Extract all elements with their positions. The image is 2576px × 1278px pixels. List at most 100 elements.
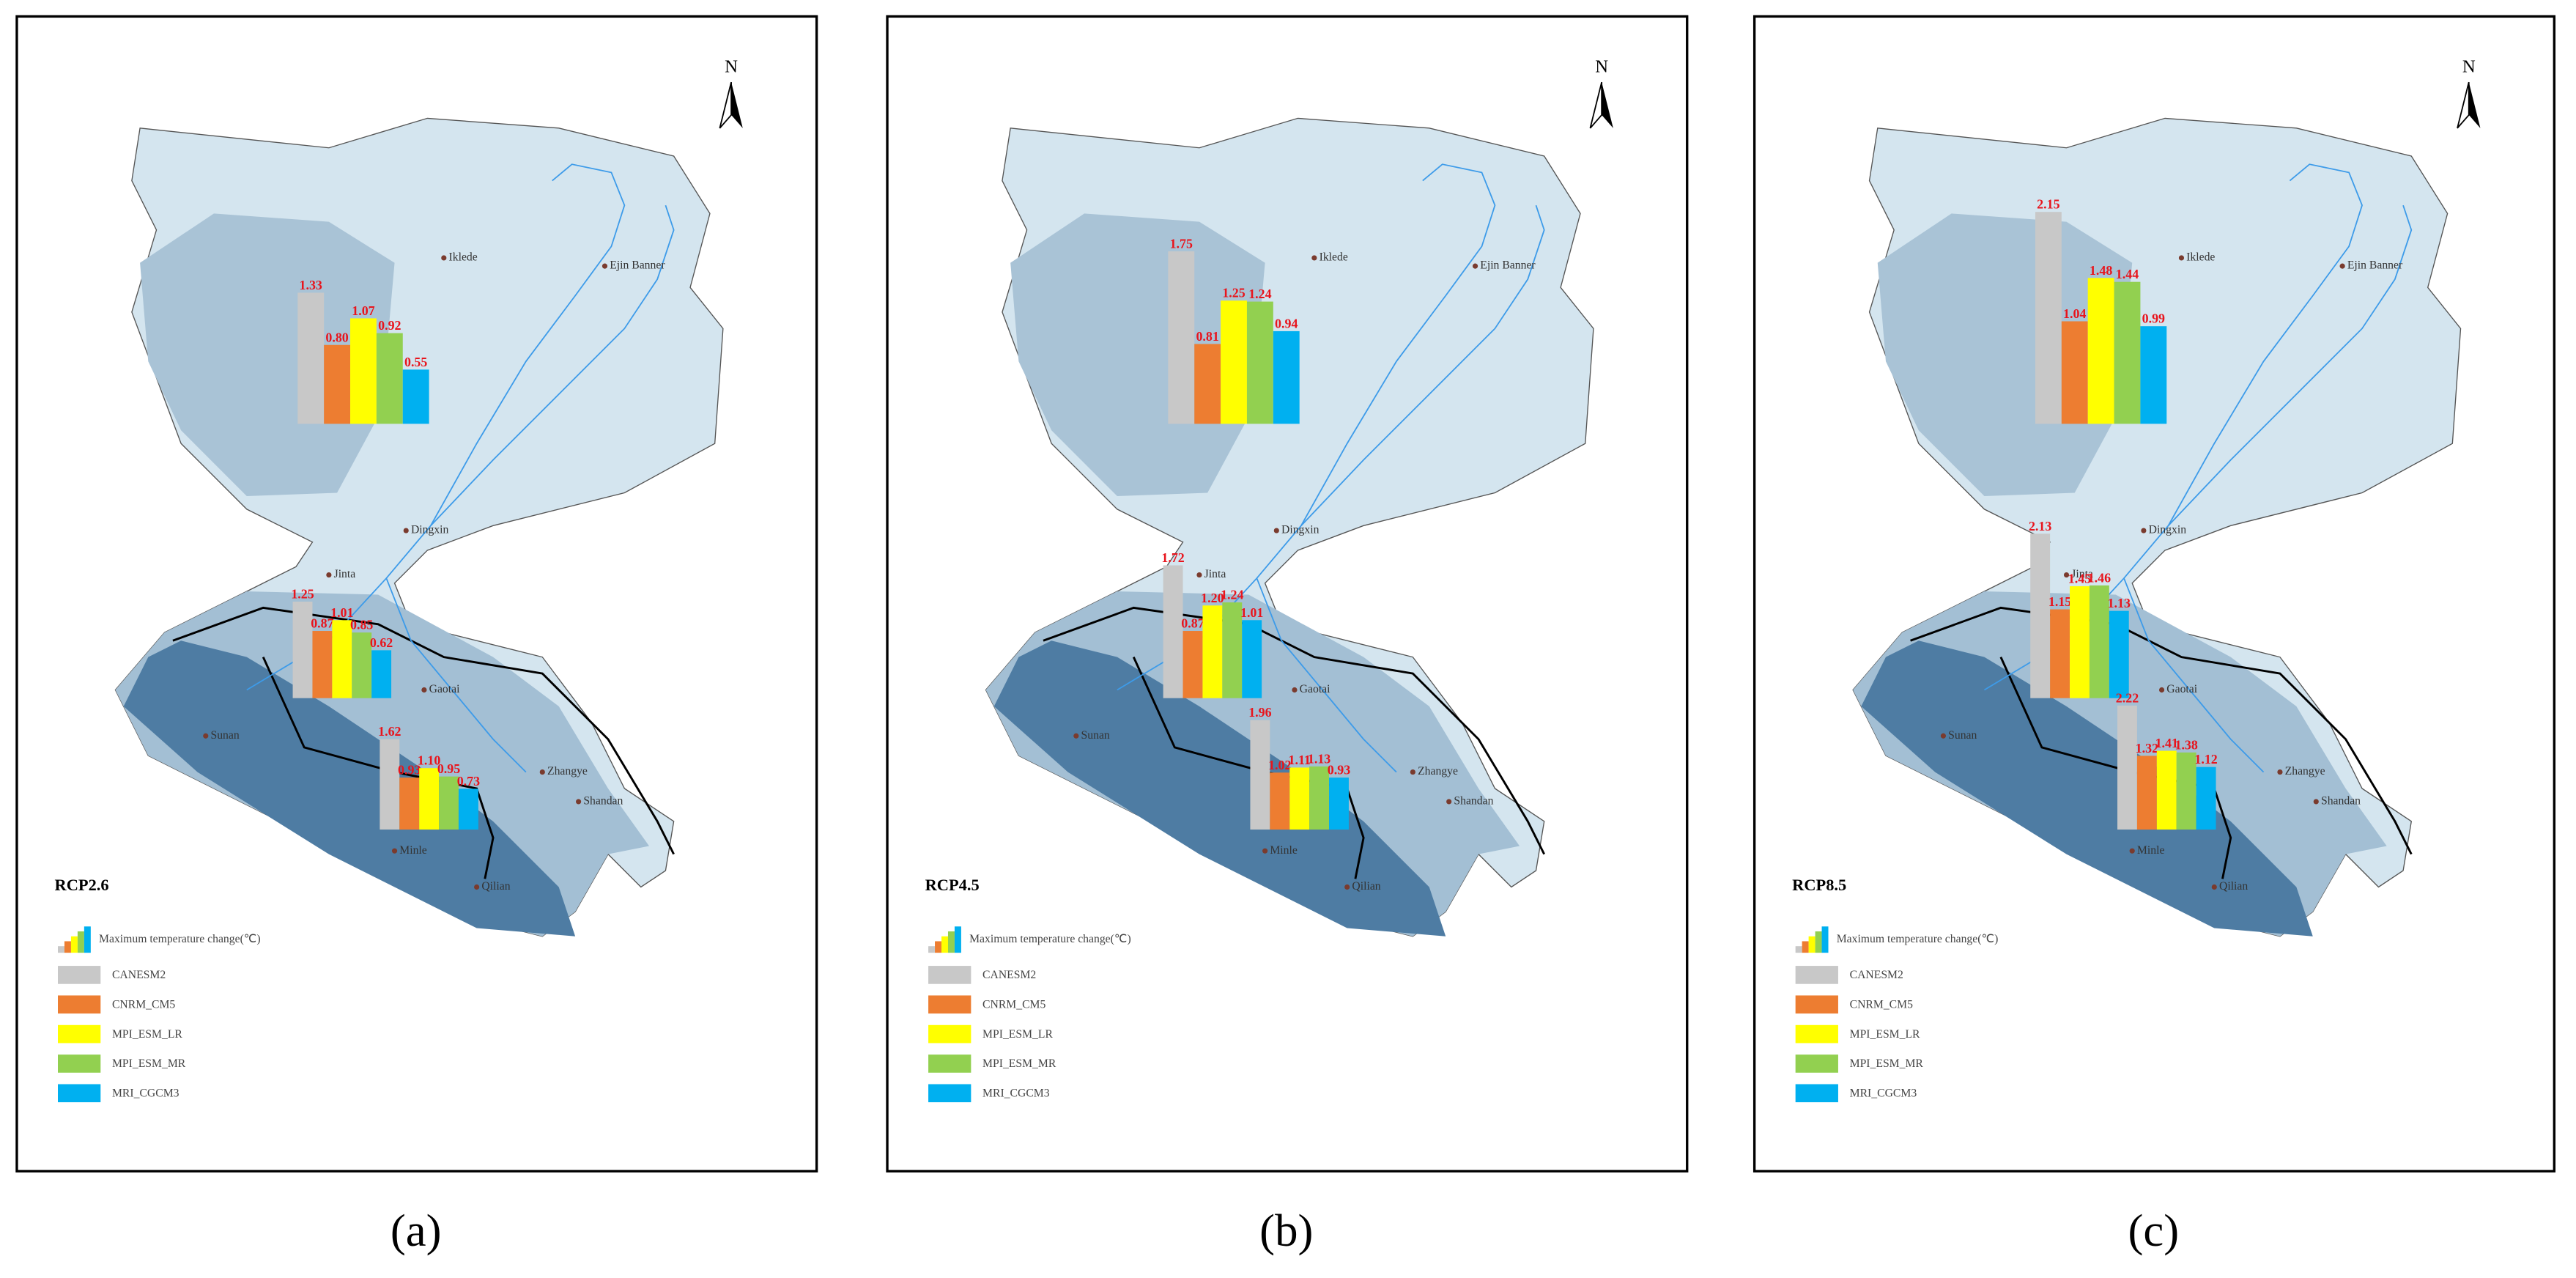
legend-swatch — [928, 1084, 971, 1103]
town-dot — [2158, 687, 2165, 693]
town-dot — [1940, 733, 1947, 739]
town-label: Qilian — [2219, 880, 2248, 893]
mountains — [1861, 640, 2313, 937]
value-label: 2.13 — [2029, 519, 2051, 533]
legend-icon-bar — [928, 946, 936, 953]
value-label: 1.13 — [2108, 596, 2131, 610]
panel-label: (b) — [1259, 1205, 1313, 1256]
value-label: 0.87 — [311, 616, 333, 631]
bar — [376, 333, 403, 424]
bar — [1289, 767, 1310, 830]
bar — [350, 318, 377, 424]
legend-label: CNRM_CM5 — [982, 998, 1045, 1011]
town-dot — [2277, 769, 2283, 775]
value-label: 1.62 — [378, 724, 401, 739]
legend-icon-bar — [947, 931, 955, 953]
legend-swatch — [1795, 966, 1838, 984]
legend-icon-bar — [935, 941, 942, 953]
town-label: Iklede — [449, 251, 478, 264]
desert — [1877, 213, 2133, 496]
town-dot — [2129, 848, 2135, 854]
town-label: Shandan — [1454, 795, 1493, 808]
bar — [1168, 251, 1195, 424]
value-label: 0.93 — [1328, 763, 1350, 777]
river — [1256, 577, 1397, 773]
bar — [2087, 278, 2114, 424]
bar — [399, 777, 420, 830]
town-label: Iklede — [2186, 251, 2215, 264]
value-label: 1.32 — [2136, 741, 2158, 756]
town-label: Jinta — [334, 568, 356, 580]
bar — [332, 620, 352, 698]
town-label: Sunan — [1948, 729, 1977, 742]
bar — [1309, 766, 1330, 830]
bar — [1163, 565, 1183, 698]
desert — [1010, 213, 1265, 496]
bar — [2030, 533, 2051, 698]
town-dot — [1472, 263, 1478, 269]
legend-icon-bar — [1821, 926, 1829, 953]
river — [430, 204, 675, 526]
legend-icon-bar — [58, 946, 64, 953]
town-label: Shandan — [583, 795, 623, 808]
value-label: 1.96 — [1248, 705, 1271, 720]
mountains — [123, 640, 576, 937]
value-label: 1.41 — [2155, 736, 2178, 750]
town-dot — [2141, 528, 2147, 533]
north-arrow-outline — [719, 81, 732, 129]
town-label: Jinta — [1204, 568, 1226, 580]
town-label: Minle — [1270, 844, 1298, 857]
river — [1117, 163, 1496, 691]
bar — [2114, 281, 2141, 424]
boundary — [1910, 606, 2413, 855]
bar — [2070, 586, 2090, 698]
legend-swatch — [1795, 1054, 1838, 1073]
town-dot — [326, 572, 332, 578]
legend-icon-bar — [1802, 941, 1809, 953]
value-label: 1.38 — [2175, 737, 2197, 752]
legend-swatch — [1795, 1024, 1838, 1044]
bar — [2117, 705, 2137, 830]
town-dot — [403, 528, 409, 533]
boundary — [1043, 606, 1545, 855]
value-label: 0.87 — [1181, 616, 1204, 631]
legend-label: CANESM2 — [982, 969, 1036, 981]
value-label: 1.48 — [2090, 263, 2112, 278]
value-label: 1.02 — [1268, 758, 1291, 772]
legend-label: CANESM2 — [1850, 969, 1903, 981]
bar — [1250, 720, 1270, 830]
value-label: 2.22 — [2116, 690, 2139, 705]
river — [1983, 163, 2363, 691]
bar — [292, 602, 313, 698]
bar — [1222, 602, 1243, 698]
value-label: 0.94 — [1275, 316, 1298, 330]
legend-label: CNRM_CM5 — [1850, 998, 1913, 1011]
town-label: Qilian — [1352, 880, 1380, 893]
value-label: 1.75 — [1170, 236, 1193, 251]
town-label: Ejin Banner — [1480, 259, 1536, 272]
river — [2167, 204, 2413, 526]
legend-label: CANESM2 — [112, 969, 166, 981]
bar — [1329, 777, 1349, 830]
bar — [2035, 212, 2062, 424]
bar — [458, 788, 478, 830]
town-label: Qilian — [481, 880, 510, 893]
town-dot — [1344, 884, 1350, 890]
bar — [2089, 585, 2109, 698]
legend-swatch — [1795, 1084, 1838, 1103]
town-label: Gaotai — [429, 683, 460, 695]
town-dot — [2339, 263, 2345, 269]
town-label: Ejin Banner — [2347, 259, 2403, 272]
town-label: Minle — [399, 844, 427, 857]
value-label: 1.25 — [291, 587, 314, 602]
legend-swatch — [928, 966, 971, 984]
bar — [324, 344, 351, 424]
town-label: Gaotai — [1300, 683, 1330, 695]
bar — [312, 631, 333, 698]
town-dot — [2178, 255, 2185, 261]
bar — [2140, 326, 2167, 424]
legend-label: CNRM_CM5 — [112, 998, 175, 1011]
legend-label: MRI_CGCM3 — [1850, 1087, 1917, 1100]
bar — [2050, 609, 2070, 698]
